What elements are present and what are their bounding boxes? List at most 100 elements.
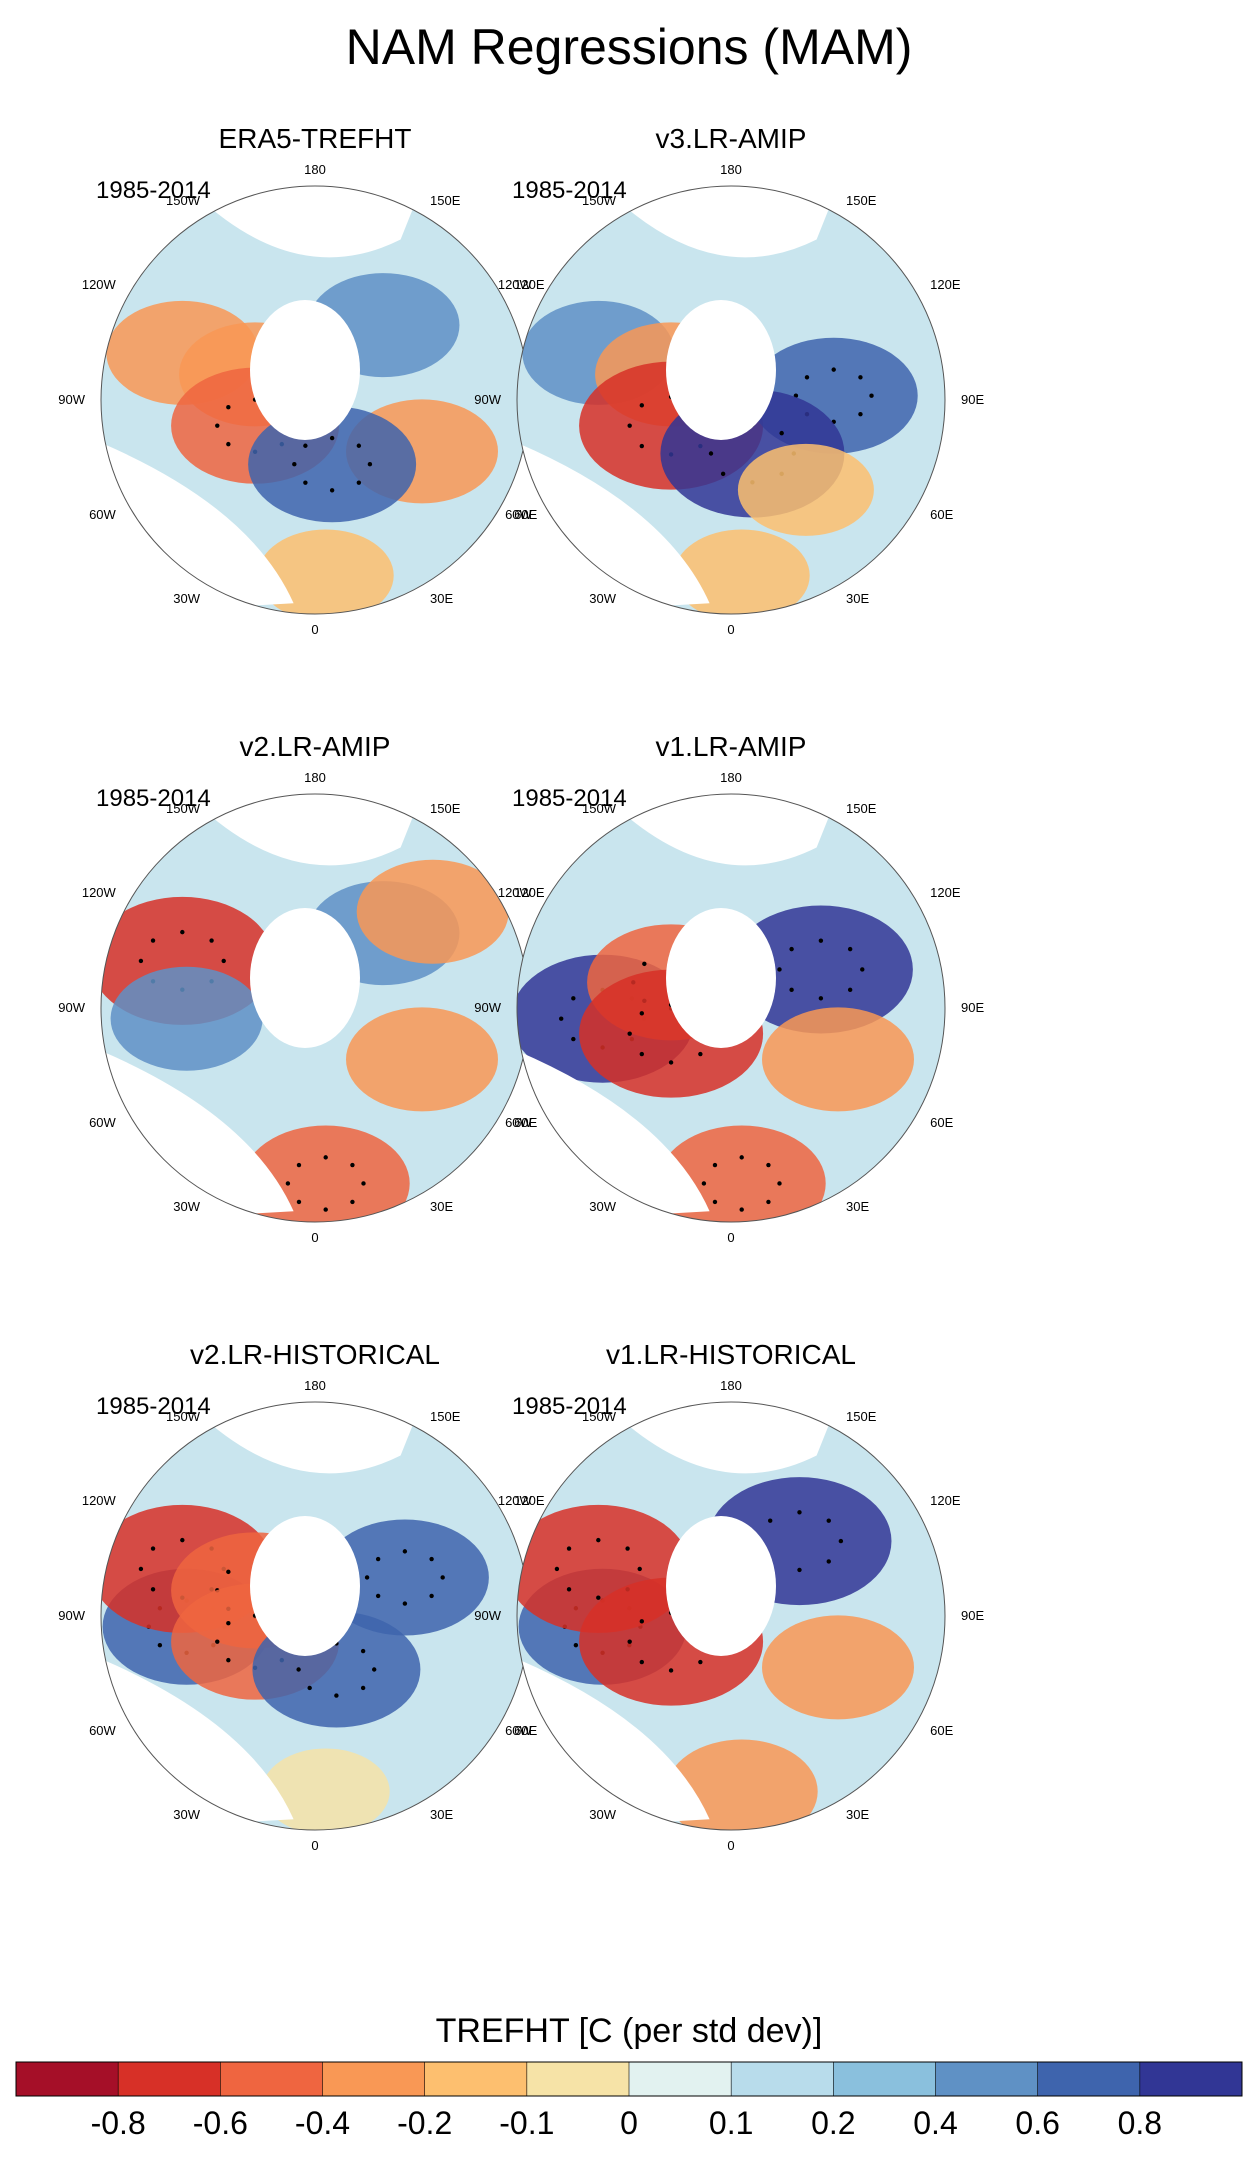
longitude-label: 60E: [514, 1115, 537, 1130]
significance-dot: [303, 480, 308, 485]
colorbar: TREFHT [C (per std dev)] -0.8 -0.6 -0.4 -0.2…: [15, 2012, 1243, 2141]
longitude-label: 120W: [82, 277, 117, 292]
significance-dot: [777, 1181, 782, 1186]
longitude-label: 150E: [846, 1409, 877, 1424]
panel-title: v1.LR-HISTORICAL: [606, 1339, 856, 1370]
longitude-label: 30W: [589, 591, 616, 606]
colorbar-tick-label: -0.1: [499, 2105, 554, 2141]
longitude-label: 150W: [582, 801, 617, 816]
longitude-label: 180: [304, 1378, 326, 1393]
anomaly-region: [673, 529, 810, 614]
colorbar-segment: [118, 2062, 221, 2096]
longitude-label: 150W: [166, 801, 201, 816]
anomaly-region: [241, 1125, 410, 1222]
longitude-label: 30W: [173, 1199, 200, 1214]
significance-dot: [180, 1537, 185, 1543]
longitude-label: 120E: [930, 885, 961, 900]
panel-title: v1.LR-AMIP: [656, 731, 807, 762]
significance-dot: [180, 929, 185, 935]
colorbar-tick-label: -0.2: [397, 2105, 452, 2141]
colorbar-tick-label: 0.1: [709, 2105, 753, 2141]
longitude-label: 60E: [930, 1723, 953, 1738]
significance-dot: [429, 1556, 434, 1562]
significance-dot: [329, 488, 335, 493]
significance-dot: [360, 1648, 366, 1654]
figure-title: NAM Regressions (MAM): [345, 19, 913, 75]
arctic-ocean: [666, 300, 776, 440]
longitude-label: 120W: [82, 885, 117, 900]
map-panel: v1.LR-AMIP 1985-2014 180 150E 120E 90E 60E 30E 0…: [474, 731, 984, 1245]
significance-dot: [334, 1693, 339, 1698]
longitude-label: 150E: [430, 801, 461, 816]
longitude-label: 120E: [930, 1493, 961, 1508]
longitude-label: 180: [720, 162, 742, 177]
arctic-ocean: [250, 1516, 360, 1656]
significance-dot: [627, 423, 632, 428]
longitude-label: 30E: [430, 1199, 453, 1214]
panel-title: v2.LR-HISTORICAL: [190, 1339, 440, 1370]
anomaly-region: [320, 1519, 489, 1636]
significance-dot: [440, 1575, 445, 1580]
colorbar-segment: [424, 2062, 528, 2096]
significance-dot: [566, 1587, 572, 1592]
colorbar-segment: [1037, 2062, 1141, 2096]
longitude-label: 30W: [589, 1199, 616, 1214]
significance-dot: [698, 1051, 703, 1057]
longitude-label: 30E: [846, 1807, 869, 1822]
significance-dot: [573, 1642, 579, 1648]
contour-field: [517, 186, 945, 614]
longitude-label: 0: [727, 622, 734, 637]
significance-dot: [818, 938, 824, 943]
longitude-label: 180: [720, 770, 742, 785]
colorbar-segment: [220, 2062, 323, 2096]
significance-dot: [637, 1566, 642, 1572]
significance-dot: [150, 1587, 156, 1592]
map-panel: v3.LR-AMIP 1985-2014 180 150E 120E 90E 60E 30E 0…: [474, 123, 984, 637]
colorbar-segment: [731, 2062, 834, 2096]
longitude-label: 150W: [582, 193, 617, 208]
significance-dot: [639, 1011, 645, 1016]
colorbar-tick-label: 0.4: [913, 2105, 957, 2141]
significance-dot: [860, 967, 865, 972]
significance-dot: [402, 1601, 408, 1606]
longitude-label: 180: [304, 770, 326, 785]
arctic-ocean: [666, 1516, 776, 1656]
significance-dot: [712, 1162, 718, 1168]
significance-dot: [777, 967, 782, 972]
significance-dot: [789, 987, 794, 993]
significance-dot: [364, 1575, 370, 1580]
significance-dot: [554, 1566, 560, 1572]
significance-dot: [712, 1199, 718, 1205]
significance-dot: [701, 1181, 707, 1186]
map-panel: ERA5-TREFHT1985-2014180150E120E90E60E30E…: [58, 123, 568, 637]
significance-dot: [766, 1162, 771, 1168]
longitude-label: 60W: [89, 1723, 116, 1738]
significance-dot: [826, 1559, 831, 1564]
panel-period: 1985-2014: [512, 177, 627, 204]
significance-dot: [150, 938, 156, 943]
longitude-label: 120W: [498, 1493, 533, 1508]
significance-dot: [138, 1566, 144, 1572]
longitude-label: 90E: [961, 392, 984, 407]
significance-dot: [360, 1685, 366, 1691]
colorbar-tick-label: 0.8: [1118, 2105, 1162, 2141]
significance-dot: [818, 996, 824, 1001]
map-panels: ERA5-TREFHT 1985-2014 180 150E 120E 90E 60E 30E…: [58, 123, 984, 1853]
significance-dot: [596, 1537, 601, 1543]
longitude-label: 30E: [846, 591, 869, 606]
significance-dot: [642, 961, 647, 967]
pacific-ocean: [186, 794, 422, 866]
significance-dot: [296, 1667, 301, 1672]
significance-dot: [402, 1549, 408, 1554]
significance-dot: [226, 1657, 231, 1663]
contour-field: [101, 794, 529, 1222]
longitude-label: 60E: [930, 1115, 953, 1130]
longitude-label: 30W: [173, 1807, 200, 1822]
longitude-label: 60W: [505, 1115, 532, 1130]
significance-dot: [215, 1639, 220, 1644]
significance-dot: [285, 1181, 291, 1186]
significance-dot: [566, 1546, 572, 1551]
significance-dot: [296, 1199, 302, 1205]
anomaly-region: [762, 1615, 914, 1720]
